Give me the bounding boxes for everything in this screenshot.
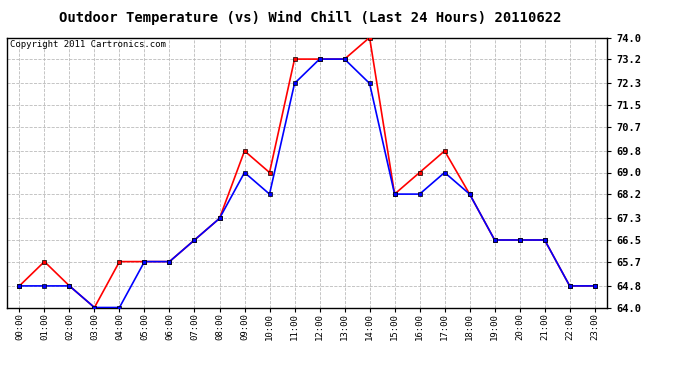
Text: Copyright 2011 Cartronics.com: Copyright 2011 Cartronics.com <box>10 40 166 49</box>
Text: Outdoor Temperature (vs) Wind Chill (Last 24 Hours) 20110622: Outdoor Temperature (vs) Wind Chill (Las… <box>59 11 562 26</box>
